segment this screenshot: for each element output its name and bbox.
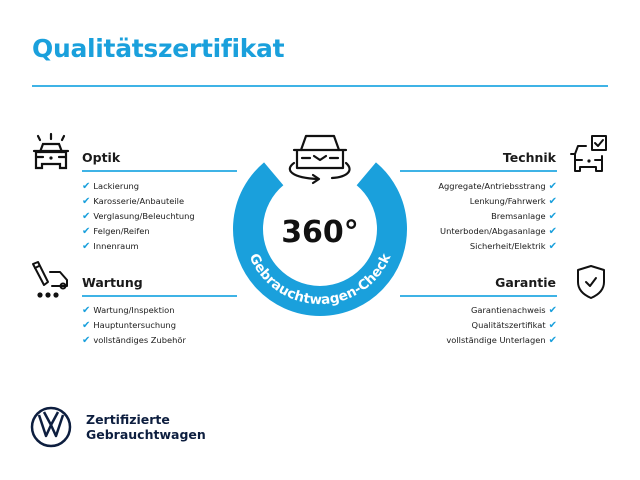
list-item: ✔ Hauptuntersuchung — [82, 320, 176, 331]
check-icon: ✔ — [82, 320, 91, 331]
car-lights-icon — [32, 132, 70, 170]
check-icon: ✔ — [548, 181, 557, 192]
check-icon: ✔ — [82, 211, 91, 222]
check-icon: ✔ — [82, 335, 91, 346]
list-item: Garantienachweis ✔ — [470, 305, 557, 316]
check-icon: ✔ — [548, 226, 557, 237]
wartung-list: ✔ Wartung/Inspektion ✔ Hauptuntersuchung ✔… — [82, 303, 186, 348]
section-label-optik: Optik — [82, 150, 121, 165]
vw-logo — [30, 406, 72, 448]
360-check-badge: Gebrauchtwagen-Check 360° — [233, 134, 407, 316]
section-label-wartung: Wartung — [82, 275, 143, 290]
section-label-garantie: Garantie — [495, 275, 556, 290]
optik-list: ✔ Lackierung ✔ Karosserie/Anbauteile ✔ Verg… — [82, 179, 195, 254]
service-wrench-car-icon — [32, 261, 68, 298]
badge-ring — [233, 162, 407, 316]
check-icon: ✔ — [548, 196, 557, 207]
check-icon: ✔ — [548, 211, 557, 222]
list-item: ✔ Karosserie/Anbauteile — [82, 196, 185, 207]
brand-text: Zertifizierte Gebrauchtwagen — [86, 412, 206, 442]
section-divider-optik — [82, 170, 237, 172]
garantie-list: Garantienachweis ✔ Qualitätszertifikat ✔ v… — [446, 303, 557, 348]
list-item: Sicherheit/Elektrik ✔ — [469, 241, 557, 252]
section-divider-technik — [400, 170, 557, 172]
list-item: ✔ Lackierung — [82, 181, 140, 192]
technik-list: Aggregate/Antriebsstrang ✔ Lenkung/Fahrwe… — [438, 179, 557, 254]
check-icon: ✔ — [82, 196, 91, 207]
list-item: Aggregate/Antriebsstrang ✔ — [438, 181, 557, 192]
brand-line-2: Gebrauchtwagen — [86, 427, 206, 442]
section-label-technik: Technik — [502, 150, 556, 165]
brand-line-1: Zertifizierte — [86, 412, 170, 427]
check-icon: ✔ — [548, 320, 557, 331]
list-item: Unterboden/Abgasanlage ✔ — [440, 226, 557, 237]
check-icon: ✔ — [82, 181, 91, 192]
title-divider — [32, 85, 608, 87]
list-item: ✔ Felgen/Reifen — [82, 226, 150, 237]
list-item: Lenkung/Fahrwerk ✔ — [469, 196, 557, 207]
section-divider-wartung — [82, 295, 237, 297]
check-icon: ✔ — [548, 241, 557, 252]
list-item: ✔ Innenraum — [82, 241, 139, 252]
list-item: ✔ Wartung/Inspektion — [82, 305, 175, 316]
check-icon: ✔ — [548, 305, 557, 316]
section-divider-garantie — [400, 295, 557, 297]
check-icon: ✔ — [82, 241, 91, 252]
car-rotate-icon — [288, 134, 351, 185]
list-item: Bremsanlage ✔ — [491, 211, 557, 222]
list-item: ✔ Verglasung/Beleuchtung — [82, 211, 195, 222]
shield-check-icon — [577, 265, 605, 299]
check-icon: ✔ — [82, 226, 91, 237]
page-title: Qualitätszertifikat — [32, 34, 285, 63]
check-icon: ✔ — [82, 305, 91, 316]
badge-360: 360° — [281, 215, 359, 250]
check-icon: ✔ — [548, 335, 557, 346]
list-item: vollständige Unterlagen ✔ — [446, 335, 557, 346]
list-item: ✔ vollständiges Zubehör — [82, 335, 186, 346]
car-checkbox-icon — [570, 135, 607, 172]
list-item: Qualitätszertifikat ✔ — [471, 320, 557, 331]
